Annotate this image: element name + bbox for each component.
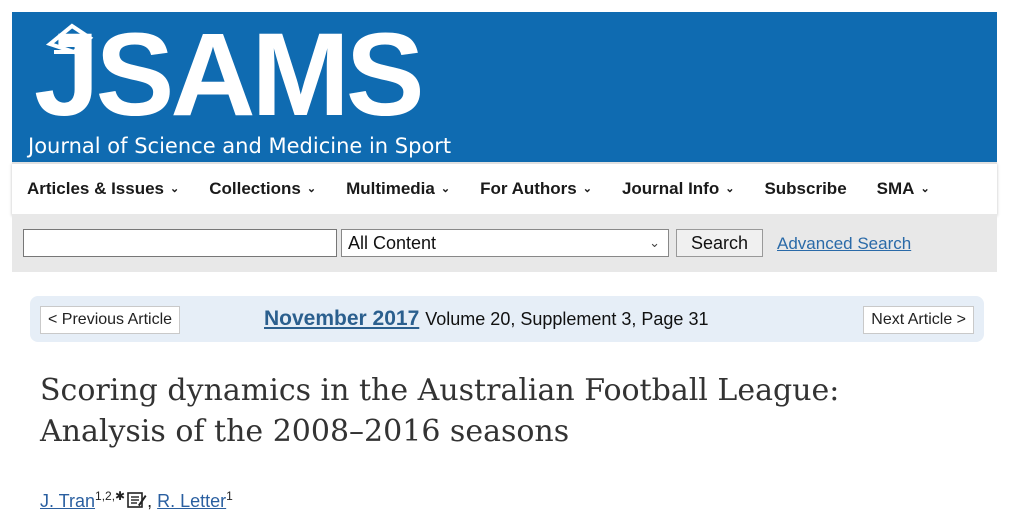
- nav-collections[interactable]: Collections ⌄: [209, 179, 317, 198]
- nav-multimedia[interactable]: Multimedia ⌄: [346, 179, 451, 198]
- nav-articles-issues[interactable]: Articles & Issues ⌄: [27, 179, 180, 198]
- author-link[interactable]: J. Tran: [40, 491, 96, 511]
- logo-bookmark-icon: [45, 23, 94, 55]
- corresponding-author-marker: ✱: [115, 489, 126, 503]
- search-button[interactable]: Search: [676, 229, 763, 257]
- nav-journal-info[interactable]: Journal Info ⌄: [621, 179, 735, 198]
- chevron-down-icon: ⌄: [170, 183, 180, 195]
- issue-date-link[interactable]: November 2017: [264, 307, 420, 330]
- chevron-down-icon: ⌄: [920, 183, 930, 195]
- email-author-icon[interactable]: [127, 491, 147, 509]
- chevron-down-icon: ⌄: [649, 235, 660, 250]
- author-separator: ,: [147, 491, 153, 511]
- search-bar: All Content ⌄ Search Advanced Search: [12, 214, 997, 272]
- article-title-line-1: Scoring dynamics in the Australian Footb…: [40, 373, 840, 408]
- journal-subtitle: Journal of Science and Medicine in Sport: [28, 134, 452, 158]
- search-input[interactable]: [23, 229, 337, 257]
- journal-logo: JSAMS: [34, 9, 425, 141]
- author-link[interactable]: R. Letter: [157, 491, 227, 511]
- search-scope-select[interactable]: All Content ⌄: [341, 229, 669, 257]
- previous-article-button[interactable]: < Previous Article: [40, 306, 181, 334]
- nav-sma[interactable]: SMA ⌄: [876, 179, 930, 198]
- issue-info: November 2017 Volume 20, Supplement 3, Pa…: [264, 307, 708, 331]
- author-affiliation: 1,2,: [95, 489, 116, 503]
- issue-navigation: < Previous Article November 2017 Volume 2…: [30, 296, 984, 342]
- main-nav: Articles & Issues ⌄ Collections ⌄ Multimed…: [12, 162, 997, 214]
- article-title: Scoring dynamics in the Australian Footb…: [40, 370, 1000, 452]
- article-title-line-2: Analysis of the 2008–2016 seasons: [40, 414, 570, 449]
- search-scope-value: All Content: [348, 233, 437, 253]
- chevron-down-icon: ⌄: [440, 183, 451, 195]
- author-affiliation: 1: [226, 489, 233, 503]
- author-list: J. Tran1,2,✱ , R. Letter1: [40, 489, 233, 512]
- chevron-down-icon: ⌄: [725, 183, 735, 195]
- next-article-button[interactable]: Next Article >: [863, 306, 974, 334]
- chevron-down-icon: ⌄: [582, 183, 592, 195]
- advanced-search-link[interactable]: Advanced Search: [777, 234, 912, 253]
- nav-subscribe[interactable]: Subscribe: [764, 179, 847, 198]
- journal-banner[interactable]: JSAMS Journal of Science and Medicine in…: [12, 12, 997, 162]
- chevron-down-icon: ⌄: [306, 183, 317, 195]
- nav-for-authors[interactable]: For Authors ⌄: [480, 179, 592, 198]
- issue-volume: Volume 20, Supplement 3, Page 31: [425, 309, 709, 329]
